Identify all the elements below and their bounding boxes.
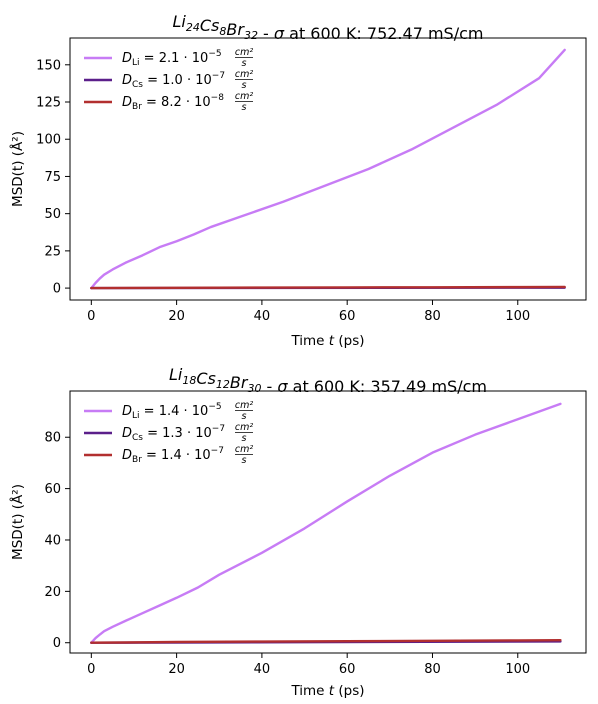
x-label-text: Time (290, 683, 328, 699)
title-element: Cs (196, 369, 216, 388)
legend-species: Li (132, 58, 140, 68)
legend-unit-numerator: cm² (235, 69, 253, 80)
legend-species: Br (132, 455, 142, 465)
x-tick-label: 60 (339, 309, 356, 324)
y-tick-label: 125 (36, 96, 61, 111)
legend-symbol: D (122, 95, 132, 110)
x-tick-label: 60 (339, 662, 356, 677)
legend-unit-denominator: s (242, 411, 247, 422)
title-subscript: 30 (247, 382, 261, 395)
title-element: Cs (200, 16, 220, 35)
y-tick-label: 0 (53, 636, 61, 651)
x-axis-label: Time t (ps) (290, 333, 364, 349)
y-tick-label: 150 (36, 58, 61, 73)
title-subscript: 18 (182, 374, 196, 387)
legend-unit-numerator: cm² (235, 444, 253, 455)
x-label-unit: (ps) (334, 333, 364, 349)
legend-unit-denominator: s (242, 58, 247, 69)
y-tick-label: 75 (44, 170, 61, 185)
legend-unit-numerator: cm² (235, 47, 253, 58)
y-tick-label: 60 (44, 482, 61, 497)
legend-exponent: −5 (208, 402, 221, 412)
legend-unit-numerator: cm² (235, 91, 253, 102)
y-tick-label: 25 (44, 244, 61, 259)
legend-entry-cs: DCs = 1.3 · 10−7 (122, 424, 225, 443)
x-tick-label: 80 (424, 309, 441, 324)
legend-value: = 8.2 · 10 (142, 95, 211, 110)
x-label-unit: (ps) (334, 683, 364, 699)
title-element: Br (226, 20, 245, 39)
legend-value: = 1.4 · 10 (142, 448, 211, 463)
x-tick-label: 20 (168, 309, 185, 324)
legend-symbol: D (122, 51, 132, 66)
legend-unit-denominator: s (242, 102, 247, 113)
x-tick-label: 80 (424, 662, 441, 677)
legend-exponent: −8 (211, 93, 225, 103)
legend-entry-br: DBr = 1.4 · 10−7 (122, 446, 224, 465)
legend-symbol: D (122, 426, 132, 441)
x-tick-label: 0 (87, 309, 95, 324)
legend-unit-denominator: s (242, 455, 247, 466)
y-tick-label: 40 (44, 533, 61, 548)
y-tick-label: 80 (44, 431, 61, 446)
legend-unit-denominator: s (242, 433, 247, 444)
legend-species: Cs (132, 80, 143, 90)
title-element: Li (169, 365, 183, 384)
legend-value: = 1.3 · 10 (143, 426, 212, 441)
x-tick-label: 40 (254, 309, 271, 324)
legend-species: Br (132, 102, 142, 112)
x-tick-label: 100 (505, 309, 530, 324)
legend-unit-denominator: s (242, 80, 247, 91)
y-tick-label: 0 (53, 282, 61, 297)
legend-symbol: D (122, 73, 132, 88)
legend-entry-li: DLi = 2.1 · 10−5 (122, 49, 222, 68)
title-subscript: 12 (216, 378, 230, 391)
legend-symbol: D (122, 448, 132, 463)
legend-symbol: D (122, 404, 132, 419)
title-subscript: 24 (186, 21, 200, 34)
legend-entry-li: DLi = 1.4 · 10−5 (122, 402, 222, 421)
legend-exponent: −7 (211, 446, 224, 456)
legend-exponent: −7 (212, 71, 225, 81)
legend-species: Li (132, 411, 140, 421)
x-tick-label: 0 (87, 662, 95, 677)
y-tick-label: 50 (44, 207, 61, 222)
legend-exponent: −7 (212, 424, 225, 434)
title-conductivity: at 600 K: 752.47 mS/cm (284, 24, 483, 43)
x-tick-label: 100 (505, 662, 530, 677)
legend-value: = 1.4 · 10 (140, 404, 209, 419)
y-axis-label: MSD(t) (Å²) (9, 484, 26, 560)
legend-entry-cs: DCs = 1.0 · 10−7 (122, 71, 225, 90)
series-line-br (91, 287, 564, 288)
y-tick-label: 100 (36, 133, 61, 148)
title-element: Br (230, 373, 249, 392)
title-conductivity: at 600 K: 357.49 mS/cm (288, 377, 487, 396)
x-tick-label: 20 (168, 662, 185, 677)
legend-unit-numerator: cm² (235, 422, 253, 433)
legend-entry-br: DBr = 8.2 · 10−8 (122, 93, 224, 112)
title-subscript: 8 (219, 25, 226, 38)
legend-value: = 1.0 · 10 (143, 73, 212, 88)
title-separator: - (258, 24, 274, 43)
x-axis-label: Time t (ps) (290, 683, 364, 699)
x-tick-label: 40 (254, 662, 271, 677)
title-subscript: 32 (244, 29, 258, 42)
legend-value: = 2.1 · 10 (140, 51, 209, 66)
legend-species: Cs (132, 433, 143, 443)
y-tick-label: 20 (44, 585, 61, 600)
chart-li18cs12br30: Li18Cs12Br30 - σ at 600 K: 357.49 mS/cm0… (9, 365, 586, 699)
title-element: Li (173, 12, 187, 31)
y-axis-label: MSD(t) (Å²) (9, 131, 26, 207)
title-separator: - (261, 377, 277, 396)
legend-exponent: −5 (208, 49, 221, 59)
legend-unit-numerator: cm² (235, 400, 253, 411)
x-label-text: Time (290, 333, 328, 349)
